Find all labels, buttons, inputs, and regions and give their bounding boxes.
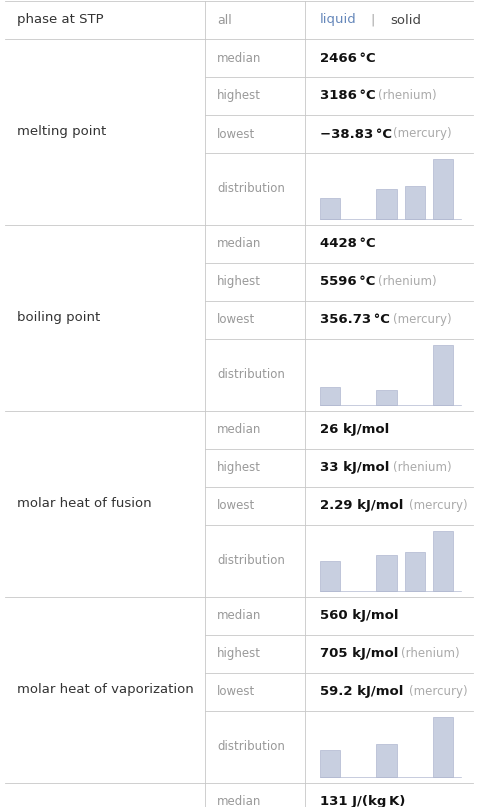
Text: 2.29 kJ/mol: 2.29 kJ/mol (320, 500, 403, 512)
Text: 3186 °C: 3186 °C (320, 90, 376, 102)
Text: boiling point: boiling point (17, 312, 100, 324)
Bar (433, 717, 453, 777)
Bar (376, 189, 397, 219)
Bar (404, 552, 425, 591)
Text: median: median (217, 52, 261, 65)
Text: melting point: melting point (17, 126, 106, 139)
Text: (mercury): (mercury) (393, 313, 452, 327)
Text: (rhenium): (rhenium) (378, 90, 437, 102)
Text: 59.2 kJ/mol: 59.2 kJ/mol (320, 685, 403, 699)
Text: |: | (370, 14, 374, 27)
Text: distribution: distribution (217, 369, 285, 382)
Text: distribution: distribution (217, 182, 285, 195)
Text: (rhenium): (rhenium) (393, 462, 452, 475)
Bar (376, 744, 397, 777)
Text: solid: solid (390, 14, 421, 27)
Text: median: median (217, 424, 261, 437)
Text: (mercury): (mercury) (409, 685, 467, 699)
Text: lowest: lowest (217, 313, 255, 327)
Text: median: median (217, 237, 261, 250)
Text: (mercury): (mercury) (409, 500, 467, 512)
Bar (320, 198, 340, 219)
Text: lowest: lowest (217, 685, 255, 699)
Text: (rhenium): (rhenium) (378, 275, 437, 288)
Text: 26 kJ/mol: 26 kJ/mol (320, 424, 389, 437)
Text: (mercury): (mercury) (393, 128, 452, 140)
Text: molar heat of fusion: molar heat of fusion (17, 497, 152, 511)
Text: highest: highest (217, 462, 261, 475)
Text: lowest: lowest (217, 128, 255, 140)
Text: 356.73 °C: 356.73 °C (320, 313, 390, 327)
Text: 2466 °C: 2466 °C (320, 52, 376, 65)
Bar (320, 561, 340, 591)
Bar (376, 555, 397, 591)
Bar (433, 159, 453, 219)
Text: 705 kJ/mol: 705 kJ/mol (320, 647, 398, 660)
Text: all: all (217, 14, 232, 27)
Bar (376, 390, 397, 405)
Bar (404, 186, 425, 219)
Text: phase at STP: phase at STP (17, 14, 104, 27)
Text: highest: highest (217, 647, 261, 660)
Text: (rhenium): (rhenium) (401, 647, 460, 660)
Bar (433, 345, 453, 405)
Text: 33 kJ/mol: 33 kJ/mol (320, 462, 390, 475)
Text: 4428 °C: 4428 °C (320, 237, 376, 250)
Bar (320, 387, 340, 405)
Text: −38.83 °C: −38.83 °C (320, 128, 392, 140)
Text: distribution: distribution (217, 554, 285, 567)
Text: 131 J/(kg K): 131 J/(kg K) (320, 796, 405, 807)
Text: highest: highest (217, 90, 261, 102)
Text: highest: highest (217, 275, 261, 288)
Text: molar heat of vaporization: molar heat of vaporization (17, 684, 194, 696)
Text: median: median (217, 609, 261, 622)
Text: median: median (217, 796, 261, 807)
Text: 560 kJ/mol: 560 kJ/mol (320, 609, 399, 622)
Bar (433, 531, 453, 591)
Text: liquid: liquid (320, 14, 357, 27)
Bar (320, 750, 340, 777)
Text: 5596 °C: 5596 °C (320, 275, 375, 288)
Text: distribution: distribution (217, 741, 285, 754)
Text: lowest: lowest (217, 500, 255, 512)
